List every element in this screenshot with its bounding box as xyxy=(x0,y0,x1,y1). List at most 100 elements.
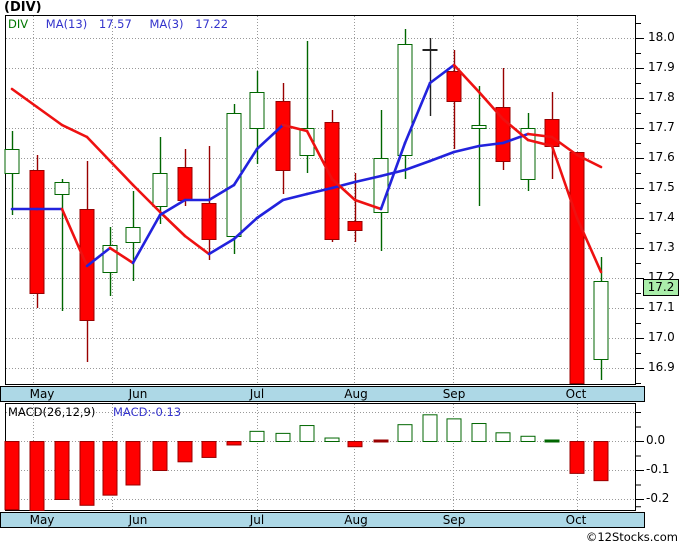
ma3-segment xyxy=(428,63,456,85)
current-price-badge: 17.2 xyxy=(643,279,679,296)
month-label: Jul xyxy=(249,387,265,401)
page-title: (DIV) xyxy=(4,0,42,15)
price-axis-label: 17.6 xyxy=(648,150,675,164)
ma13-segment xyxy=(281,192,309,202)
macd-bar xyxy=(201,441,217,458)
macd-axis-label: -0.2 xyxy=(646,491,670,505)
candle-body xyxy=(495,107,511,162)
macd-zero-bar xyxy=(544,439,560,443)
price-axis-label: 17.9 xyxy=(648,60,675,74)
ma13-segment xyxy=(131,183,162,214)
macd-bar xyxy=(226,441,242,446)
price-axis-label: 17.4 xyxy=(648,210,675,224)
ma13-segment xyxy=(428,150,456,163)
ma3-segment xyxy=(353,198,383,211)
candle-body xyxy=(152,173,168,207)
month-label: Sep xyxy=(442,387,466,401)
macd-bar xyxy=(422,414,438,443)
candle-body xyxy=(4,149,20,174)
macd-bar xyxy=(152,441,168,471)
month-label: Oct xyxy=(565,513,587,527)
ma13-segment xyxy=(305,186,334,196)
ma3-segment xyxy=(131,213,162,265)
price-axis-label: 17.3 xyxy=(648,240,675,254)
ma13-segment xyxy=(550,135,579,157)
macd-bar xyxy=(397,424,413,442)
price-axis-label: 16.9 xyxy=(648,360,675,374)
symbol-label: DIV xyxy=(8,17,29,31)
macd-axis-label: 0.0 xyxy=(646,433,666,447)
ma13-segment xyxy=(85,135,112,163)
candle-body xyxy=(54,182,70,195)
ma3-segment xyxy=(207,183,236,202)
ma3-segment xyxy=(477,90,505,121)
candle-body xyxy=(177,167,193,201)
ma3-segment xyxy=(403,81,432,145)
ma3-segment xyxy=(60,207,89,268)
candle-body xyxy=(569,152,585,384)
copyright-watermark: ©12Stocks.com xyxy=(585,530,678,544)
ma3-label: MA(3) xyxy=(149,17,184,31)
month-label: Aug xyxy=(344,387,368,401)
ma13-segment xyxy=(353,174,383,184)
price-axis-label: 18.0 xyxy=(648,30,675,44)
ma3-segment xyxy=(281,123,309,133)
candle-body xyxy=(446,71,462,102)
ma3-segment xyxy=(379,141,407,211)
candle-body xyxy=(544,119,560,147)
candle-body xyxy=(373,158,389,213)
ma3-segment xyxy=(501,117,530,142)
macd-bar xyxy=(569,441,585,474)
ma13-segment xyxy=(60,123,89,139)
month-label: Jun xyxy=(128,387,148,401)
ma13-segment xyxy=(232,216,259,241)
macd-bar xyxy=(446,418,462,443)
ma3-value: 17.22 xyxy=(195,17,229,31)
macd-bar xyxy=(275,432,291,443)
ma13-segment xyxy=(255,198,285,220)
month-band xyxy=(0,512,645,528)
ma3-segment xyxy=(305,129,334,181)
macd-bar xyxy=(79,441,95,506)
macd-zero-bar xyxy=(373,439,389,443)
month-label: Sep xyxy=(442,513,466,527)
ma3-segment xyxy=(158,198,187,217)
macd-bar xyxy=(29,441,45,511)
ma13-segment xyxy=(183,234,211,256)
month-label: Oct xyxy=(565,387,587,401)
ma13-segment xyxy=(207,237,236,256)
month-band xyxy=(0,386,645,402)
month-label: May xyxy=(29,513,55,527)
month-label: Aug xyxy=(344,513,368,527)
ma13-segment xyxy=(477,141,505,148)
ma3-segment xyxy=(255,123,285,151)
candle-body xyxy=(275,101,291,171)
macd-bar xyxy=(520,435,536,442)
ma13-segment xyxy=(35,105,64,127)
candle-body xyxy=(324,122,340,240)
price-axis-label: 17.8 xyxy=(648,90,675,104)
price-axis-label: 17.5 xyxy=(648,180,675,194)
price-axis-label: 17.7 xyxy=(648,120,675,134)
ma3-segment xyxy=(452,63,481,94)
macd-axis-label: -0.1 xyxy=(646,462,670,476)
candle-body xyxy=(249,92,265,129)
macd-value: MACD:-0.13 xyxy=(113,405,182,419)
macd-bar xyxy=(593,441,609,482)
ma3-segment xyxy=(232,147,259,187)
macd-bar xyxy=(347,441,363,448)
macd-legend: MACD(26,12,9) MACD:-0.13 xyxy=(8,405,181,419)
macd-bar xyxy=(495,432,511,442)
ma13-segment xyxy=(158,210,187,238)
candle-doji-body xyxy=(422,49,438,51)
ma3-segment xyxy=(330,177,357,202)
macd-bar xyxy=(324,437,340,442)
candle-body xyxy=(471,125,487,129)
month-label: Jul xyxy=(249,513,265,527)
macd-bar xyxy=(177,441,193,463)
ma3-segment xyxy=(108,246,135,265)
macd-bar xyxy=(249,430,265,443)
ma13-segment xyxy=(452,144,481,154)
